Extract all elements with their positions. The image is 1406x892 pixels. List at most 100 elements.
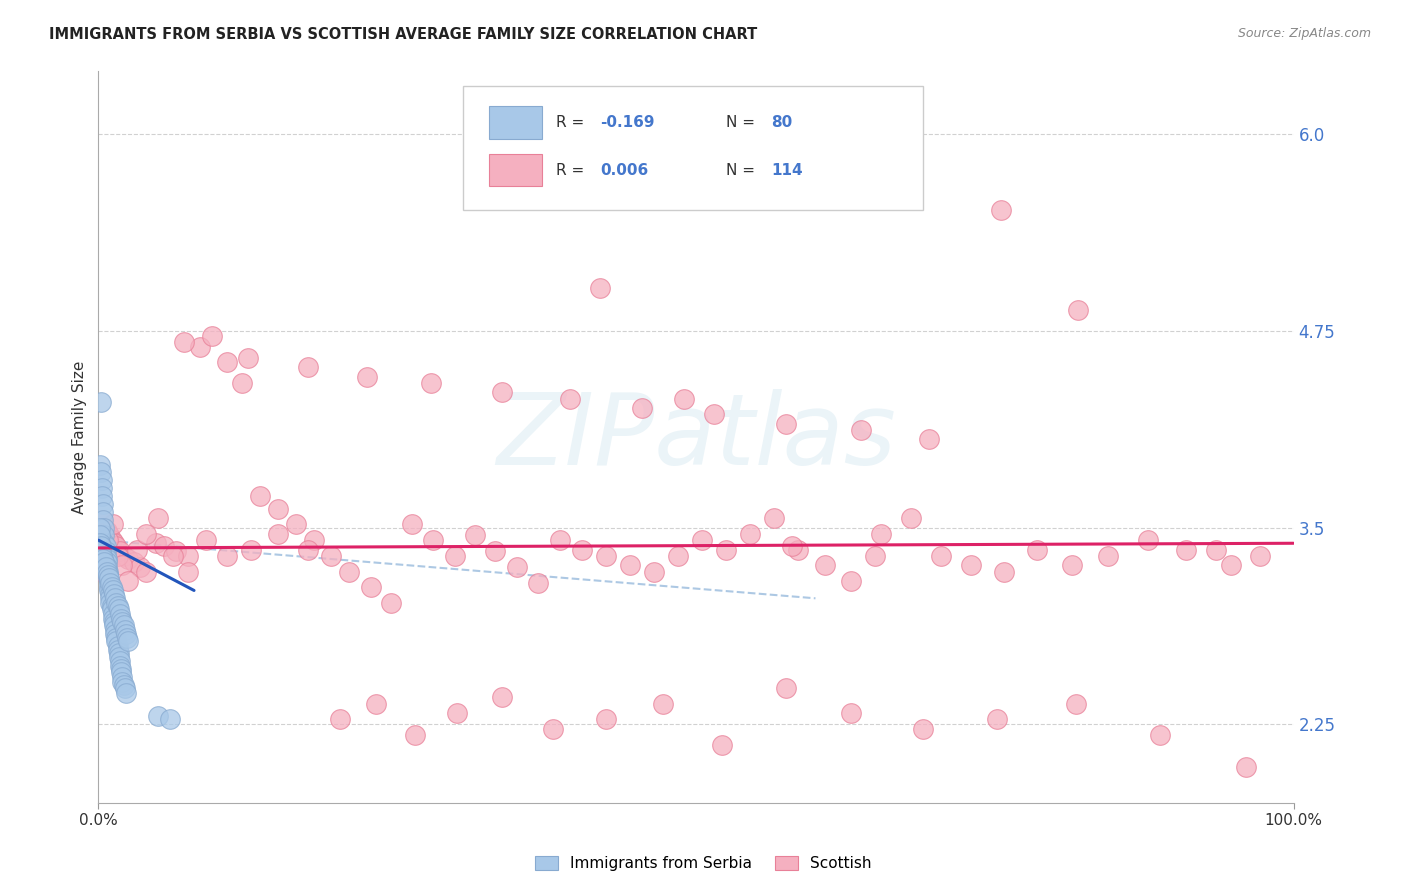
Point: [90, 394, 112, 409]
Point: [111, 558, 134, 573]
Point: [775, 417, 797, 431]
Point: [135, 565, 157, 579]
Point: [1234, 759, 1257, 773]
Point: [94, 549, 117, 563]
Point: [1062, 558, 1084, 573]
Point: [98, 583, 121, 598]
Point: [114, 681, 136, 695]
Text: 114: 114: [772, 162, 803, 178]
Point: [571, 542, 593, 557]
Text: R =: R =: [557, 162, 589, 178]
Point: [104, 591, 127, 606]
Point: [110, 612, 132, 626]
Point: [91, 497, 114, 511]
Point: [98, 528, 121, 542]
Point: [90, 549, 112, 563]
Point: [91, 473, 114, 487]
Point: [98, 596, 122, 610]
Point: [595, 549, 617, 563]
Point: [129, 559, 152, 574]
Point: [96, 559, 118, 574]
Point: [89, 458, 111, 472]
Point: [1205, 542, 1227, 557]
Point: [91, 549, 114, 563]
Point: [97, 567, 120, 582]
Point: [90, 544, 112, 558]
Point: [96, 565, 118, 579]
Point: [111, 615, 134, 629]
Point: [217, 549, 239, 563]
Point: [89, 528, 111, 542]
Point: [404, 728, 426, 742]
Point: [112, 549, 135, 563]
Point: [89, 536, 111, 550]
FancyBboxPatch shape: [463, 86, 922, 211]
Point: [775, 681, 797, 695]
Point: [506, 559, 529, 574]
Point: [91, 513, 114, 527]
Point: [236, 351, 259, 365]
Point: [401, 517, 423, 532]
Point: [98, 575, 122, 590]
Point: [380, 596, 402, 610]
Point: [125, 542, 148, 557]
Point: [690, 533, 713, 548]
Point: [105, 596, 128, 610]
Point: [1097, 549, 1119, 563]
Point: [560, 392, 582, 406]
Point: [1025, 542, 1047, 557]
Point: [541, 722, 564, 736]
Text: 0.006: 0.006: [600, 162, 648, 178]
Point: [302, 533, 325, 548]
Point: [145, 536, 167, 550]
Point: [329, 713, 352, 727]
Point: [94, 549, 117, 563]
Point: [91, 565, 114, 579]
Point: [666, 549, 689, 563]
Point: [108, 654, 131, 668]
Point: [100, 533, 122, 548]
Point: [188, 340, 211, 354]
Point: [177, 549, 200, 563]
Point: [104, 627, 127, 641]
Point: [364, 697, 387, 711]
Point: [104, 623, 127, 637]
Point: [703, 407, 725, 421]
Point: [97, 565, 120, 579]
Point: [267, 501, 290, 516]
Point: [97, 533, 120, 548]
Point: [96, 524, 118, 538]
Point: [297, 360, 319, 375]
Point: [231, 376, 253, 390]
Point: [93, 520, 115, 534]
Point: [356, 369, 378, 384]
Point: [93, 536, 115, 550]
Point: [1136, 533, 1159, 548]
Point: [986, 713, 1008, 727]
Y-axis label: Average Family Size: Average Family Size: [72, 360, 87, 514]
Point: [673, 392, 696, 406]
Point: [108, 659, 131, 673]
Point: [162, 549, 184, 563]
Point: [117, 552, 139, 566]
Legend: Immigrants from Serbia, Scottish: Immigrants from Serbia, Scottish: [529, 850, 877, 877]
Point: [111, 674, 134, 689]
Point: [267, 526, 290, 541]
FancyBboxPatch shape: [489, 106, 541, 138]
Point: [105, 631, 128, 645]
Point: [1249, 549, 1271, 563]
Point: [110, 665, 132, 680]
Point: [714, 542, 737, 557]
Text: -0.169: -0.169: [600, 115, 655, 130]
Point: [595, 713, 617, 727]
Point: [107, 549, 129, 563]
Point: [321, 549, 343, 563]
Point: [94, 559, 117, 574]
Point: [960, 558, 983, 573]
Point: [651, 697, 673, 711]
Point: [103, 618, 125, 632]
Point: [153, 540, 176, 554]
Point: [177, 565, 200, 579]
Point: [107, 639, 129, 653]
Point: [929, 549, 952, 563]
